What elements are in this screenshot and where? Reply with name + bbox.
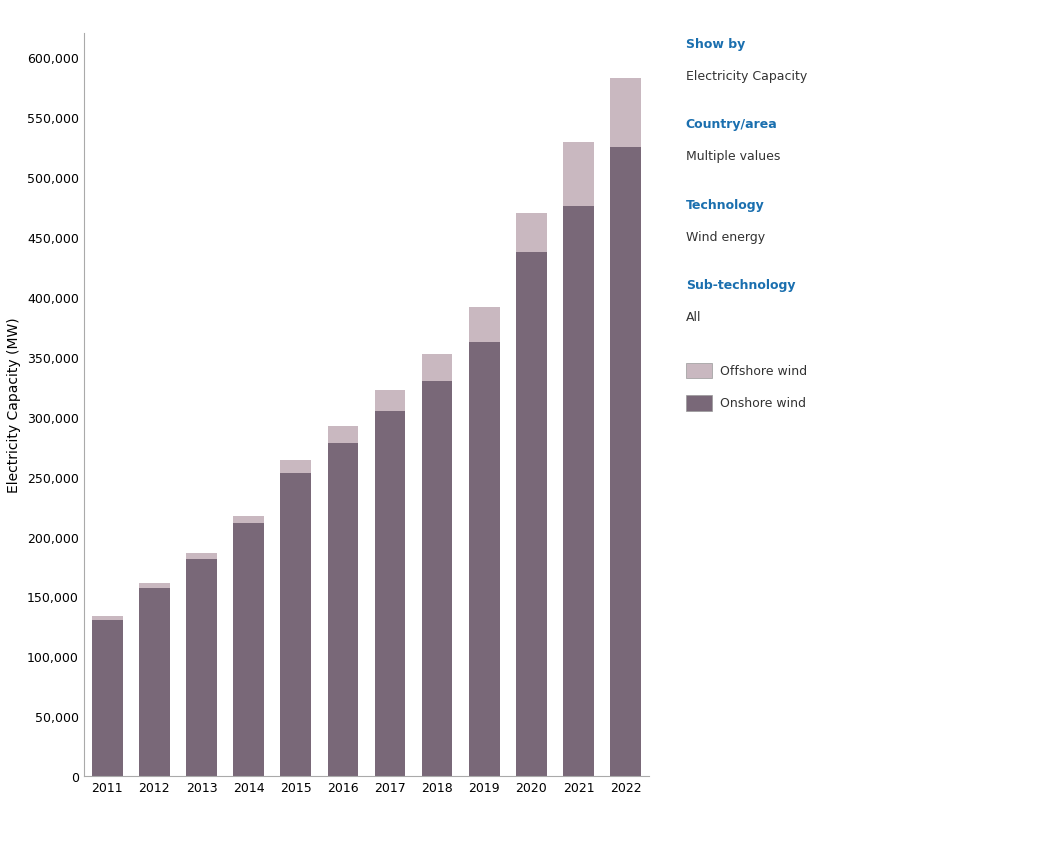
Text: Multiple values: Multiple values (686, 150, 780, 163)
Bar (92, 616, 122, 620)
Text: Technology: Technology (686, 198, 764, 211)
Bar (328, 427, 358, 443)
Bar (563, 143, 594, 206)
Bar (516, 214, 547, 253)
Text: Show by: Show by (686, 38, 745, 51)
Bar (186, 560, 217, 776)
Bar (422, 354, 452, 381)
Bar (422, 381, 452, 776)
Text: Country/area: Country/area (686, 118, 778, 131)
Bar (92, 620, 122, 776)
Bar (328, 443, 358, 776)
Bar (469, 308, 499, 343)
Bar (233, 524, 264, 776)
Text: Wind energy: Wind energy (686, 230, 765, 243)
Bar (563, 206, 594, 776)
Bar (281, 460, 311, 473)
Y-axis label: Electricity Capacity (MW): Electricity Capacity (MW) (7, 317, 21, 493)
Bar (139, 588, 170, 776)
Text: Electricity Capacity: Electricity Capacity (686, 70, 807, 83)
Bar (610, 148, 641, 776)
Bar (186, 553, 217, 560)
Bar (516, 253, 547, 776)
Bar (139, 583, 170, 588)
Text: Sub-technology: Sub-technology (686, 279, 796, 291)
Bar (375, 391, 405, 411)
Bar (375, 411, 405, 776)
Text: Offshore wind: Offshore wind (720, 365, 807, 378)
Bar (610, 79, 641, 148)
Bar (233, 516, 264, 524)
Text: Onshore wind: Onshore wind (720, 397, 806, 410)
Text: All: All (686, 311, 701, 323)
Bar (469, 343, 499, 776)
Bar (281, 473, 311, 776)
